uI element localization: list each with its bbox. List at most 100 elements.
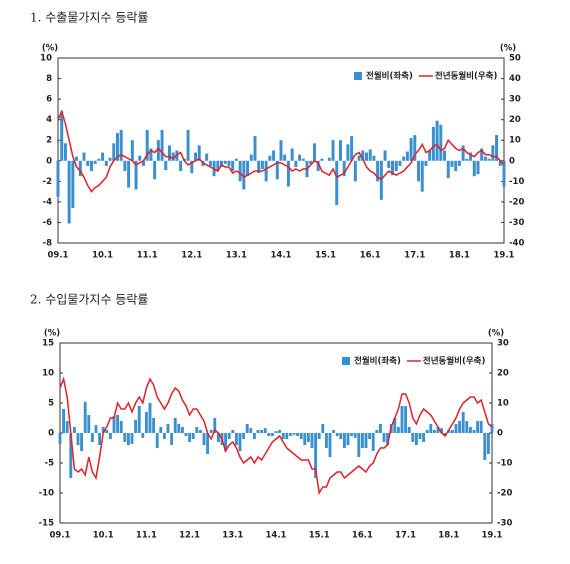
bar [364,433,368,448]
bar [327,157,331,161]
bar [353,433,357,438]
bar [495,135,499,161]
bar [134,160,138,190]
y2-tick-label: 10 [509,136,521,146]
bar [331,140,335,161]
bar [357,155,361,161]
bar [173,418,177,433]
bar [242,160,246,190]
bar [350,433,354,436]
bar [375,430,379,433]
bar [335,433,339,436]
x-tick-label: 10.1 [93,531,114,541]
bar [376,160,380,182]
bar [208,160,212,166]
bar [256,430,260,433]
y2-axis-label: (%) [500,44,516,54]
bar [130,140,134,161]
bar [205,153,209,161]
bar [112,143,116,161]
bar [220,160,224,167]
y2-tick-label: -30 [509,218,524,228]
x-tick-label: 14.1 [266,531,287,541]
bar [294,160,298,167]
y-tick-label: -5 [45,459,55,469]
x-tick-label: 13.1 [222,531,243,541]
bar [443,150,447,161]
bar [249,154,253,161]
bar [309,160,313,164]
bar [413,135,417,161]
bar [417,160,421,182]
bar [278,430,282,433]
bar [231,160,235,172]
bar [404,406,408,433]
bar [270,433,274,436]
bar [179,160,183,172]
bar [450,430,454,433]
line [59,376,493,496]
chart-title: 1. 수출물가지수 등락률 [30,11,148,25]
bar [186,129,190,161]
bar [502,160,506,187]
bar [94,425,98,433]
y2-tick-label: 0 [509,156,515,166]
bar [486,433,490,454]
bar [364,152,368,161]
bar [170,433,174,445]
bar [159,427,163,433]
bar [409,138,413,161]
bar [101,152,105,161]
chart-title: 2. 수입물가지수 등락률 [30,293,148,307]
bar [332,430,336,433]
bar [391,160,394,176]
bar [87,415,91,433]
y-tick-label: 15 [42,339,54,349]
bar [260,160,264,169]
bar [123,160,127,172]
bar [153,160,157,180]
y-tick-label: -10 [39,489,54,499]
bar [398,160,402,166]
bar [213,418,217,433]
bar [405,151,409,161]
bar [400,406,404,433]
bar [429,424,433,433]
bar [418,433,422,439]
x-tick-label: 19.1 [482,531,503,541]
y2-tick-label: 30 [509,95,521,105]
x-tick-label: 12.1 [181,251,202,261]
bar [298,154,302,161]
bar [479,421,483,433]
bar [190,160,194,174]
bar [350,136,354,161]
bar [328,433,332,457]
bar [60,111,64,161]
y2-axis-label: (%) [488,329,504,339]
bar [246,160,250,177]
bar [292,433,296,435]
x-tick-label: 18.1 [449,251,470,261]
x-tick-label: 10.1 [92,251,113,261]
bar [238,160,242,182]
bar [414,433,418,445]
y2-tick-label: 20 [497,369,509,379]
bar [432,430,436,433]
bar [458,421,462,433]
legend-label: 전년동월비(우축) [435,71,498,82]
x-tick-label: 18.1 [438,531,459,541]
bar [387,160,391,168]
bar [194,152,198,161]
bar [324,433,328,448]
bar [317,433,321,439]
bar [260,430,264,433]
y2-tick-label: 0 [497,429,503,439]
bar [184,433,188,436]
bar [242,433,246,439]
y-tick-label: 0 [46,156,52,166]
bar [227,160,231,166]
bar [468,427,472,433]
y-tick-label: -2 [43,177,53,187]
bar [268,155,272,161]
bar [368,149,372,161]
